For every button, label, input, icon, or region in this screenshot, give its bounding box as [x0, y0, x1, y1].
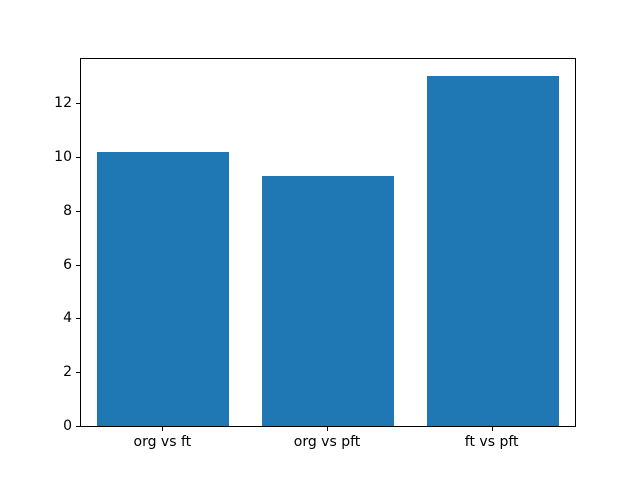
bar-org-vs-pft — [262, 175, 394, 426]
x-tick-mark — [491, 427, 493, 431]
y-tick-label: 4 — [63, 310, 72, 327]
y-tick-label: 6 — [63, 256, 72, 273]
y-tick-mark — [76, 157, 80, 159]
bar-org-vs-ft — [97, 151, 230, 426]
y-tick-mark — [76, 426, 80, 427]
y-tick-mark — [76, 210, 80, 212]
x-tick-label: ft vs pft — [464, 434, 519, 450]
x-tick-label: org vs ft — [133, 434, 192, 450]
y-tick-mark — [76, 103, 80, 105]
x-tick-label: org vs pft — [293, 434, 361, 450]
y-tick-label: 2 — [63, 364, 72, 381]
x-tick-mark — [327, 427, 328, 431]
y-tick-mark — [76, 318, 80, 320]
y-tick-mark — [76, 264, 80, 266]
y-tick-label: 0 — [63, 418, 72, 434]
x-tick-mark — [162, 427, 164, 431]
y-tick-label: 10 — [54, 149, 72, 166]
bar-ft-vs-pft — [426, 76, 559, 426]
y-tick-mark — [76, 372, 80, 374]
y-tick-label: 8 — [63, 202, 72, 219]
plot-area — [80, 58, 576, 427]
y-tick-label: 12 — [54, 95, 72, 112]
